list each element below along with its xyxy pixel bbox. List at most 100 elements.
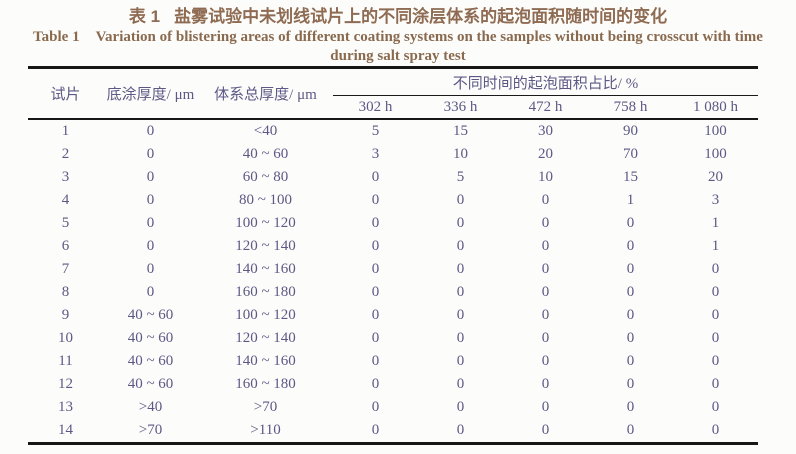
cell: 0: [146, 192, 155, 208]
cell: 0: [371, 399, 380, 415]
cell: 80 ~ 100: [238, 192, 293, 208]
cell: 0: [626, 353, 635, 369]
cell: 15: [623, 169, 638, 185]
cell: 0: [456, 238, 465, 254]
table-title-en-line1: Table 1 Variation of blistering areas of …: [0, 28, 796, 47]
cell: 0: [541, 215, 550, 231]
cell: 0: [711, 376, 720, 392]
table-body: 1 0 <40 5 15 30 90 100 2 0 40 ~ 60 3 10 20 70 100 3 0 60 ~…: [28, 119, 758, 444]
cell: 0: [371, 376, 380, 392]
cell: >70: [138, 422, 163, 438]
cell: 0: [456, 376, 465, 392]
table-title-en-line2: during salt spray test: [330, 48, 466, 64]
cell: 0: [371, 192, 380, 208]
cell: 12: [58, 376, 73, 392]
cell: >110: [250, 422, 281, 438]
cell: 3: [711, 192, 720, 208]
cell: 0: [456, 353, 465, 369]
cell: 30: [538, 123, 553, 139]
cell: 100: [704, 123, 727, 139]
cell: 120 ~ 140: [235, 238, 296, 254]
cell: 20: [538, 146, 553, 162]
cell: 4: [61, 192, 70, 208]
cell: 10: [538, 169, 553, 185]
cell: 40 ~ 60: [127, 353, 174, 369]
cell: 0: [541, 353, 550, 369]
cell: 100 ~ 120: [235, 215, 296, 231]
cell: 70: [623, 146, 638, 162]
header-row-times: 302 h 336 h 472 h 758 h 1 080 h: [28, 96, 758, 120]
data-table: 试片 底涂厚度/ μm 体系总厚度/ μm 不同时间的起泡面积占比/ % 302…: [28, 66, 759, 445]
cell: 0: [371, 284, 380, 300]
cell: 40 ~ 60: [127, 307, 174, 323]
cell: 3: [61, 169, 70, 185]
header-blister-area-group: 不同时间的起泡面积占比/ %: [333, 67, 759, 96]
table-row: 2 0 40 ~ 60 3 10 20 70 100: [28, 143, 758, 166]
cell: 140 ~ 160: [235, 261, 296, 277]
cell: 0: [626, 376, 635, 392]
cell: 0: [146, 215, 155, 231]
cell: 1: [61, 123, 70, 139]
cell: 0: [456, 215, 465, 231]
cell: 0: [711, 330, 720, 346]
cell: 0: [146, 123, 155, 139]
table-row: 5 0 100 ~ 120 0 0 0 0 1: [28, 212, 758, 235]
table-row: 7 0 140 ~ 160 0 0 0 0 0: [28, 258, 758, 281]
table-title-zh-text: 盐雾试验中未划线试片上的不同涂层体系的起泡面积随时间的变化: [174, 7, 668, 26]
header-sample: 试片: [50, 87, 81, 103]
cell: 0: [456, 261, 465, 277]
cell: 0: [626, 330, 635, 346]
table-row: 1 0 <40 5 15 30 90 100: [28, 119, 758, 143]
cell: 1: [711, 238, 720, 254]
header-time-336h: 336 h: [443, 98, 478, 115]
header-row-top: 试片 底涂厚度/ μm 体系总厚度/ μm 不同时间的起泡面积占比/ %: [28, 67, 759, 103]
table-row: 10 40 ~ 60 120 ~ 140 0 0 0 0 0: [28, 327, 758, 350]
cell: 60 ~ 80: [242, 169, 289, 185]
cell: 0: [541, 307, 550, 323]
cell: 0: [146, 284, 155, 300]
cell: 7: [61, 261, 70, 277]
cell: 0: [456, 330, 465, 346]
cell: 20: [708, 169, 724, 185]
cell: 0: [371, 238, 380, 254]
cell: 1: [626, 192, 635, 208]
cell: 40 ~ 60: [127, 376, 174, 392]
cell: 0: [711, 399, 720, 415]
table-row: 12 40 ~ 60 160 ~ 180 0 0 0 0 0: [28, 373, 758, 396]
table-row: 8 0 160 ~ 180 0 0 0 0 0: [28, 281, 758, 304]
cell: 0: [371, 169, 380, 185]
cell: 2: [61, 146, 70, 162]
cell: 5: [371, 123, 380, 139]
cell: 0: [711, 284, 720, 300]
table-header: 试片 底涂厚度/ μm 体系总厚度/ μm 不同时间的起泡面积占比/ % 302…: [28, 67, 759, 120]
table-row: 6 0 120 ~ 140 0 0 0 0 1: [28, 235, 758, 258]
cell: 0: [626, 307, 635, 323]
cell: 0: [456, 399, 465, 415]
header-time-302h: 302 h: [358, 98, 393, 115]
cell: 0: [541, 399, 550, 415]
header-time-758h: 758 h: [613, 98, 648, 115]
table-row: 13 >40 >70 0 0 0 0 0: [28, 396, 758, 419]
cell: 0: [541, 261, 550, 277]
cell: 0: [541, 376, 550, 392]
header-total-thickness: 体系总厚度/ μm: [214, 87, 317, 103]
cell: 0: [371, 307, 380, 323]
cell: 15: [453, 123, 468, 139]
cell: <40: [253, 123, 278, 139]
cell: 40 ~ 60: [127, 330, 174, 346]
cell: >40: [138, 399, 163, 415]
cell: 0: [146, 146, 155, 162]
cell: 0: [626, 238, 635, 254]
cell: 0: [456, 307, 465, 323]
cell: 13: [58, 399, 73, 415]
table-row: 11 40 ~ 60 140 ~ 160 0 0 0 0 0: [28, 350, 758, 373]
cell: 8: [61, 284, 70, 300]
cell: 11: [58, 353, 73, 369]
cell: 100 ~ 120: [235, 307, 296, 323]
table-row: 14 >70 >110 0 0 0 0 0: [28, 419, 758, 444]
cell: 0: [626, 422, 635, 438]
cell: 0: [541, 192, 550, 208]
cell: 9: [61, 307, 70, 323]
cell: 160 ~ 180: [235, 284, 296, 300]
